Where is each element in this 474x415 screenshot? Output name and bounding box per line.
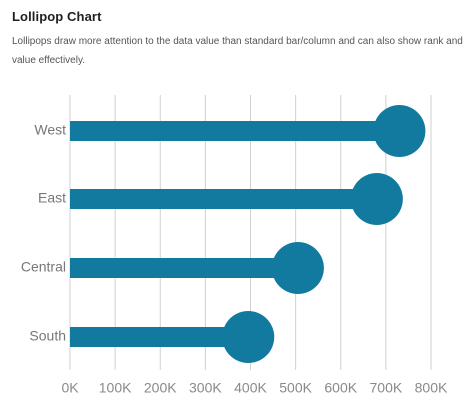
lollipop-head bbox=[271, 242, 324, 294]
category-label: West bbox=[34, 122, 66, 138]
x-tick-label: 800K bbox=[415, 380, 448, 396]
lollipop-head bbox=[222, 311, 275, 363]
category-label: South bbox=[29, 328, 66, 344]
category-label: Central bbox=[21, 259, 66, 275]
lollipop-head bbox=[350, 173, 403, 225]
lollipop-stem bbox=[70, 189, 377, 209]
lollipop-stem bbox=[70, 258, 298, 278]
x-tick-label: 700K bbox=[370, 380, 403, 396]
lollipop-stem bbox=[70, 327, 249, 347]
lollipop-heads bbox=[222, 105, 426, 363]
x-axis-tick-labels: 0K 100K 200K 300K 400K 500K 600K 700K 800K bbox=[61, 380, 448, 396]
chart-description: Lollipops draw more attention to the dat… bbox=[12, 36, 463, 66]
x-tick-label: 400K bbox=[234, 380, 267, 396]
x-tick-label: 200K bbox=[144, 380, 177, 396]
x-tick-label: 0K bbox=[61, 380, 79, 396]
chart-title: Lollipop Chart bbox=[12, 9, 102, 24]
lollipop-stem bbox=[70, 121, 400, 141]
category-label: East bbox=[38, 190, 66, 206]
x-tick-label: 600K bbox=[324, 380, 357, 396]
lollipop-stems bbox=[70, 121, 400, 347]
lollipop-head bbox=[373, 105, 426, 157]
x-tick-label: 100K bbox=[99, 380, 132, 396]
x-tick-label: 300K bbox=[189, 380, 222, 396]
category-labels: West East Central South bbox=[21, 122, 66, 344]
x-tick-label: 500K bbox=[279, 380, 312, 396]
